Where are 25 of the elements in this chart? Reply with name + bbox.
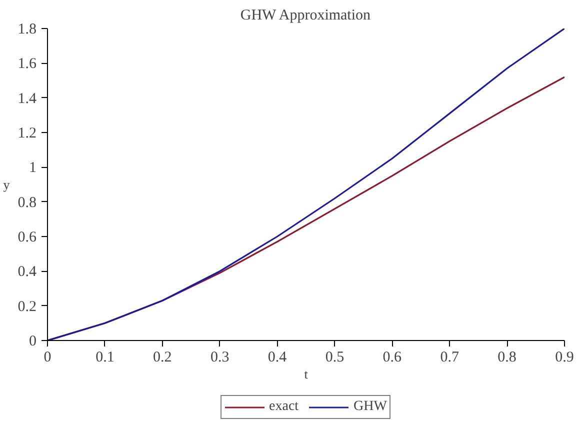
x-tick-label: 0.9 [555, 350, 574, 366]
x-tick-label: 0.8 [498, 350, 516, 366]
legend-label: GHW [354, 399, 387, 415]
y-axis-title: y [3, 177, 10, 192]
x-tick-label: 0.2 [153, 350, 172, 366]
y-tick-label: 0.4 [18, 264, 37, 280]
y-tick-label: 1.2 [18, 126, 36, 142]
y-tick-label: 0.6 [18, 230, 37, 246]
x-tick-label: 0.3 [210, 350, 230, 366]
chart-title: GHW Approximation [240, 8, 372, 24]
x-tick-label: 0.4 [268, 350, 288, 366]
x-tick-label: 0.6 [382, 350, 402, 366]
y-tick-label: 1.4 [18, 90, 37, 107]
x-tick-label: 0.5 [325, 350, 344, 366]
y-tick-label: 0 [29, 334, 36, 350]
x-tick-label: 0.1 [96, 350, 114, 366]
y-tick-label: 1.6 [18, 56, 37, 72]
y-tick-label: 1 [29, 160, 36, 176]
y-tick-label: 0.8 [18, 194, 36, 211]
y-tick-label: 0.2 [18, 298, 36, 315]
y-tick-label: 1.8 [18, 22, 36, 38]
x-tick-label: 0 [44, 350, 52, 366]
legend-label: exact [269, 399, 299, 415]
x-axis-title: t [304, 366, 308, 382]
x-tick-label: 0.7 [440, 350, 460, 366]
